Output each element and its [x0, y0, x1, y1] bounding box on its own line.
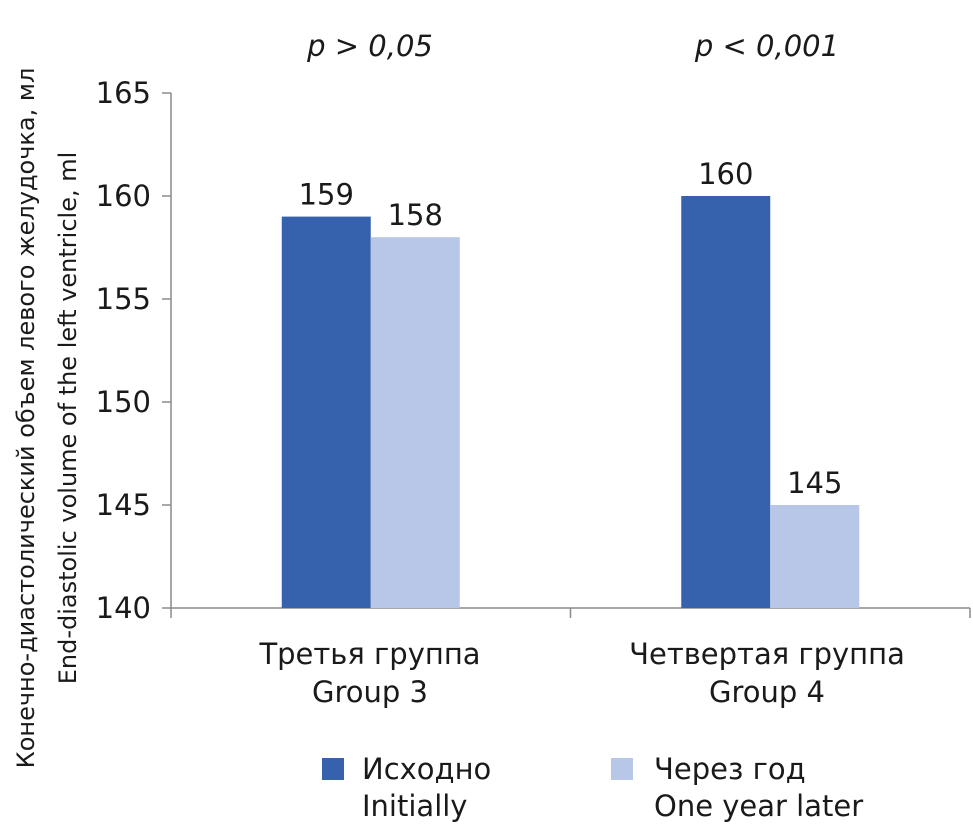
data-label: 145: [787, 466, 842, 500]
legend-label-one-year-later-en: One year later: [654, 789, 863, 823]
y-tick-label: 140: [96, 591, 151, 625]
data-label: 160: [698, 157, 753, 191]
bar-one-year-later-group-3: [370, 237, 460, 608]
legend-label-initially-en: Initially: [362, 789, 467, 823]
category-label-group-4-ru: Четвертая группа: [629, 637, 905, 671]
bar-initially-group-4: [681, 196, 771, 608]
y-tick-label: 165: [96, 76, 151, 110]
p-value-group-4: p < 0,001: [694, 29, 839, 63]
p-value-group-3: p > 0,05: [306, 29, 433, 63]
data-label: 158: [388, 198, 443, 232]
bar-one-year-later-group-4: [770, 505, 860, 608]
bar-initially-group-3: [281, 216, 371, 608]
y-tick-label: 155: [96, 282, 151, 316]
category-label-group-3-ru: Третья группа: [258, 637, 480, 671]
legend-label-one-year-later-ru: Через год: [654, 752, 806, 786]
y-axis-title-en: End-diastolic volume of the left ventric…: [54, 152, 82, 685]
category-label-group-4-en: Group 4: [709, 675, 825, 709]
y-tick-label: 160: [96, 179, 151, 213]
legend-swatch-initially: [322, 758, 344, 780]
data-label: 159: [299, 178, 354, 212]
legend-label-initially-ru: Исходно: [362, 752, 491, 786]
category-label-group-3-en: Group 3: [312, 675, 428, 709]
y-tick-label: 150: [96, 385, 151, 419]
y-axis-title-ru: Конечно-диастолический объем левого желу…: [12, 68, 40, 769]
y-tick-label: 145: [96, 488, 151, 522]
legend-swatch-one-year-later: [611, 758, 633, 780]
